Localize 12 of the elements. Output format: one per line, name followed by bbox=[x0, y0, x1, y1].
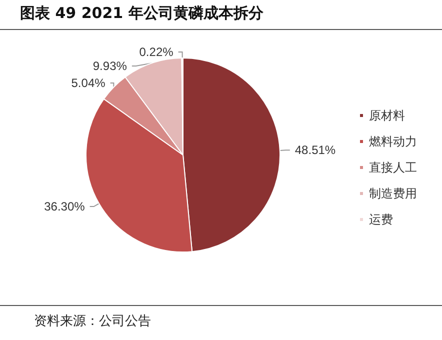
legend-label: 燃料动力 bbox=[369, 134, 417, 148]
legend-label: 原材料 bbox=[369, 108, 405, 122]
data-label: 9.93% bbox=[92, 59, 128, 74]
data-label: 5.04% bbox=[71, 76, 106, 90]
legend-label: 运费 bbox=[369, 212, 393, 226]
chart-title: 图表 49 2021 年公司黄磷成本拆分 bbox=[20, 4, 264, 23]
data-label: 48.51% bbox=[294, 143, 336, 158]
legend-label: 制造费用 bbox=[369, 186, 417, 200]
legend-label: 直接人工 bbox=[369, 160, 417, 174]
text: 资料来源：公司公告 bbox=[34, 313, 151, 330]
data-label: 0.22% bbox=[139, 45, 174, 60]
data-label: 36.30% bbox=[44, 200, 86, 214]
